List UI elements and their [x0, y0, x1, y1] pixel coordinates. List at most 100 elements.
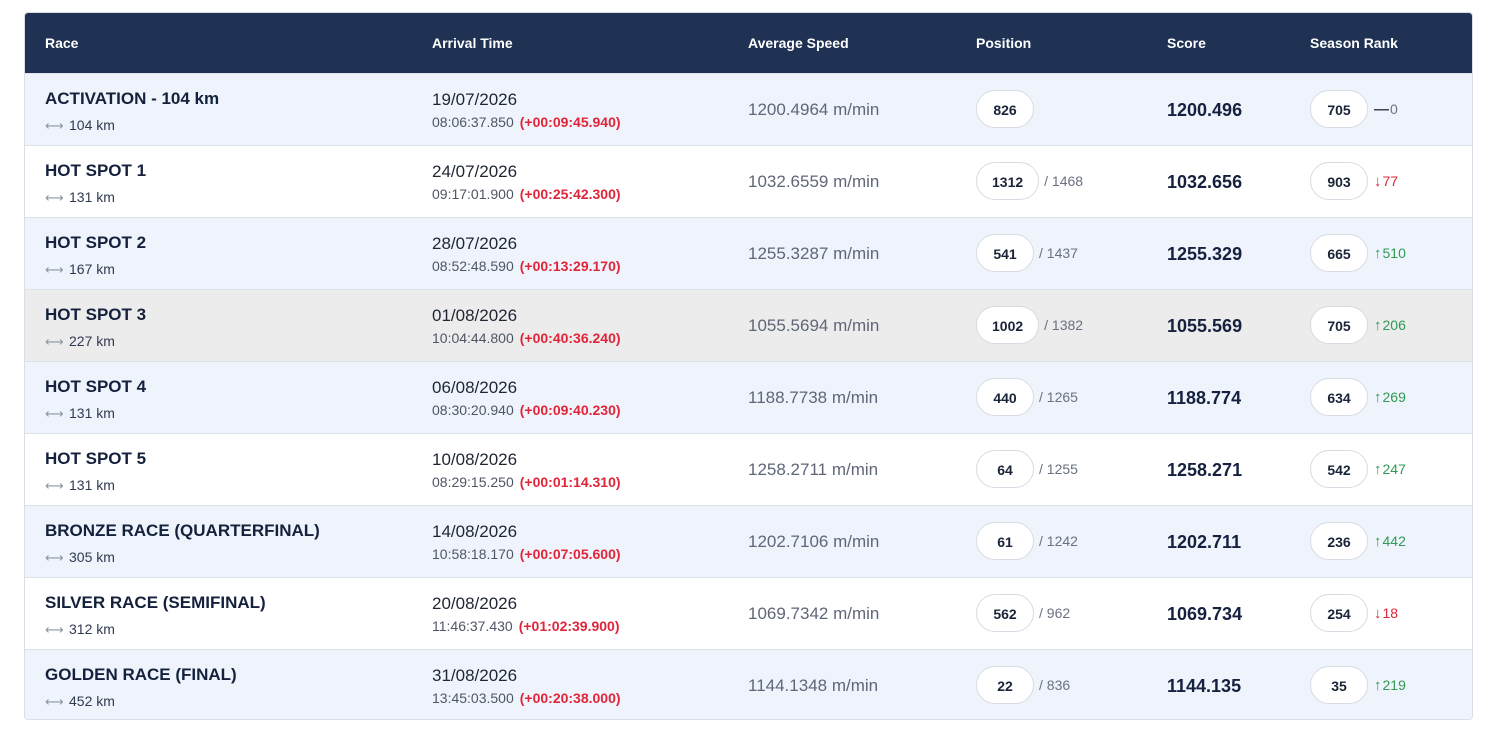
table-row[interactable]: ACTIVATION - 104 km ⟷ 104 km 19/07/2026 08:0… [25, 73, 1472, 145]
season-rank-badge: 705 [1310, 90, 1368, 128]
rank-cell: 542 ↑ 247 [1310, 434, 1470, 505]
distance-value: 167 km [69, 261, 115, 277]
position-total: / 1382 [1044, 317, 1084, 333]
race-distance: ⟷ 312 km [45, 621, 115, 638]
arrival-cell: 31/08/2026 13:45:03.500 (+00:20:38.000) [432, 650, 732, 719]
arrow-down-icon: ↓ [1374, 604, 1382, 622]
distance-value: 227 km [69, 333, 115, 349]
speed-cell: 1069.7342 m/min [748, 578, 958, 649]
distance-arrows-icon: ⟷ [45, 262, 64, 277]
arrival-date: 10/08/2026 [432, 450, 518, 469]
season-rank-badge: 634 [1310, 378, 1368, 416]
arrival-date: 28/07/2026 [432, 234, 518, 253]
arrival-time-value: 08:52:48.590 [432, 258, 514, 274]
race-distance: ⟷ 227 km [45, 333, 115, 350]
position-box: 22 / 836 [976, 666, 1070, 704]
table-row[interactable]: HOT SPOT 5 ⟷ 131 km 10/08/2026 08:29:15.250 (… [25, 433, 1472, 505]
race-cell: ACTIVATION - 104 km ⟷ 104 km [45, 74, 425, 145]
arrival-clock: 11:46:37.430 (+01:02:39.900) [432, 618, 620, 634]
position-total: / 1437 [1039, 245, 1078, 261]
arrival-time-value: 10:04:44.800 [432, 330, 514, 346]
header-average-speed[interactable]: Average Speed [748, 35, 849, 51]
rank-cell: 903 ↓ 77 [1310, 146, 1470, 217]
race-name[interactable]: HOT SPOT 2 [45, 233, 147, 252]
average-speed-value: 1055.5694 m/min [748, 316, 880, 335]
race-name[interactable]: HOT SPOT 1 [45, 161, 147, 180]
arrival-clock: 13:45:03.500 (+00:20:38.000) [432, 690, 621, 706]
table-row[interactable]: BRONZE RACE (QUARTERFINAL) ⟷ 305 km 14/08/2… [25, 505, 1472, 577]
distance-arrows-icon: ⟷ [45, 406, 64, 421]
table-row[interactable]: SILVER RACE (SEMIFINAL) ⟷ 312 km 20/08/2026… [25, 577, 1472, 649]
position-badge: 61 [976, 522, 1034, 560]
position-box: 1312/ 1468 [976, 162, 1083, 200]
rank-change-value: 510 [1382, 245, 1406, 261]
average-speed-value: 1069.7342 m/min [748, 604, 880, 623]
race-name[interactable]: HOT SPOT 4 [45, 377, 147, 396]
header-score[interactable]: Score [1167, 35, 1206, 51]
position-badge: 1002 [976, 306, 1040, 344]
rank-box: 903 ↓ 77 [1310, 162, 1398, 200]
race-cell: HOT SPOT 3 ⟷ 227 km [45, 290, 425, 361]
arrival-clock: 10:04:44.800 (+00:40:36.240) [432, 330, 621, 346]
season-rank-badge: 236 [1310, 522, 1368, 560]
average-speed-value: 1255.3287 m/min [748, 244, 880, 263]
table-row[interactable]: HOT SPOT 4 ⟷ 131 km 06/08/2026 08:30:20.940 (… [25, 361, 1472, 433]
race-distance: ⟷ 167 km [45, 261, 115, 278]
rank-change: ↑ 442 [1374, 533, 1406, 550]
race-cell: HOT SPOT 5 ⟷ 131 km [45, 434, 425, 505]
score-value: 1188.774 [1167, 388, 1242, 408]
average-speed-value: 1202.7106 m/min [748, 532, 880, 551]
rank-box: 634 ↑ 269 [1310, 378, 1406, 416]
position-cell: 22 / 836 [976, 650, 1146, 719]
header-season-rank[interactable]: Season Rank [1310, 35, 1398, 51]
season-rank-badge: 542 [1310, 450, 1368, 488]
position-cell: 61 / 1242 [976, 506, 1146, 577]
table-row[interactable]: HOT SPOT 2 ⟷ 167 km 28/07/2026 08:52:48.590 (… [25, 217, 1472, 289]
header-arrival-time[interactable]: Arrival Time [432, 35, 513, 51]
race-name[interactable]: GOLDEN RACE (FINAL) [45, 665, 237, 684]
arrow-up-icon: ↑ [1374, 532, 1382, 550]
race-name[interactable]: HOT SPOT 5 [45, 449, 147, 468]
score-cell: 1200.496 [1167, 74, 1297, 145]
distance-value: 305 km [69, 549, 115, 565]
position-cell: 1312/ 1468 [976, 146, 1146, 217]
arrival-date: 20/08/2026 [432, 594, 518, 613]
rank-cell: 665 ↑ 510 [1310, 218, 1470, 289]
rank-change-value: 0 [1390, 101, 1398, 117]
rank-change: ↓ 18 [1374, 605, 1398, 622]
score-cell: 1032.656 [1167, 146, 1297, 217]
rank-change-value: 206 [1382, 317, 1406, 333]
distance-value: 104 km [69, 117, 115, 133]
race-name[interactable]: BRONZE RACE (QUARTERFINAL) [45, 521, 320, 540]
race-name[interactable]: SILVER RACE (SEMIFINAL) [45, 593, 266, 612]
arrival-cell: 01/08/2026 10:04:44.800 (+00:40:36.240) [432, 290, 732, 361]
arrow-up-icon: ↑ [1374, 460, 1382, 478]
position-box: 1002/ 1382 [976, 306, 1083, 344]
race-name[interactable]: ACTIVATION - 104 km [45, 89, 220, 108]
time-gap: (+00:07:05.600) [519, 546, 621, 562]
arrival-cell: 06/08/2026 08:30:20.940 (+00:09:40.230) [432, 362, 732, 433]
table-body: ACTIVATION - 104 km ⟷ 104 km 19/07/2026 08:0… [25, 73, 1472, 719]
distance-arrows-icon: ⟷ [45, 478, 64, 493]
header-race[interactable]: Race [45, 35, 79, 51]
race-cell: SILVER RACE (SEMIFINAL) ⟷ 312 km [45, 578, 425, 649]
table-header: Race Arrival Time Average Speed Position… [25, 13, 1472, 73]
race-name[interactable]: HOT SPOT 3 [45, 305, 147, 324]
table-row[interactable]: GOLDEN RACE (FINAL) ⟷ 452 km 31/08/2026 13:4… [25, 649, 1472, 719]
average-speed-value: 1032.6559 m/min [748, 172, 880, 191]
header-position[interactable]: Position [976, 35, 1032, 51]
table-row[interactable]: HOT SPOT 1 ⟷ 131 km 24/07/2026 09:17:01.900 (… [25, 145, 1472, 217]
score-value: 1032.656 [1167, 172, 1243, 192]
arrival-clock: 08:29:15.250 (+00:01:14.310) [432, 474, 621, 490]
position-cell: 541 / 1437 [976, 218, 1146, 289]
arrival-date: 31/08/2026 [432, 666, 518, 685]
arrival-cell: 14/08/2026 10:58:18.170 (+00:07:05.600) [432, 506, 732, 577]
rank-change-value: 219 [1382, 677, 1406, 693]
distance-value: 131 km [69, 477, 115, 493]
rank-box: 705 —0 [1310, 90, 1398, 128]
race-distance: ⟷ 131 km [45, 189, 115, 206]
rank-cell: 236 ↑ 442 [1310, 506, 1470, 577]
position-box: 61 / 1242 [976, 522, 1078, 560]
table-row[interactable]: HOT SPOT 3 ⟷ 227 km 01/08/2026 10:04:44.800 (… [25, 289, 1472, 361]
distance-arrows-icon: ⟷ [45, 190, 64, 205]
